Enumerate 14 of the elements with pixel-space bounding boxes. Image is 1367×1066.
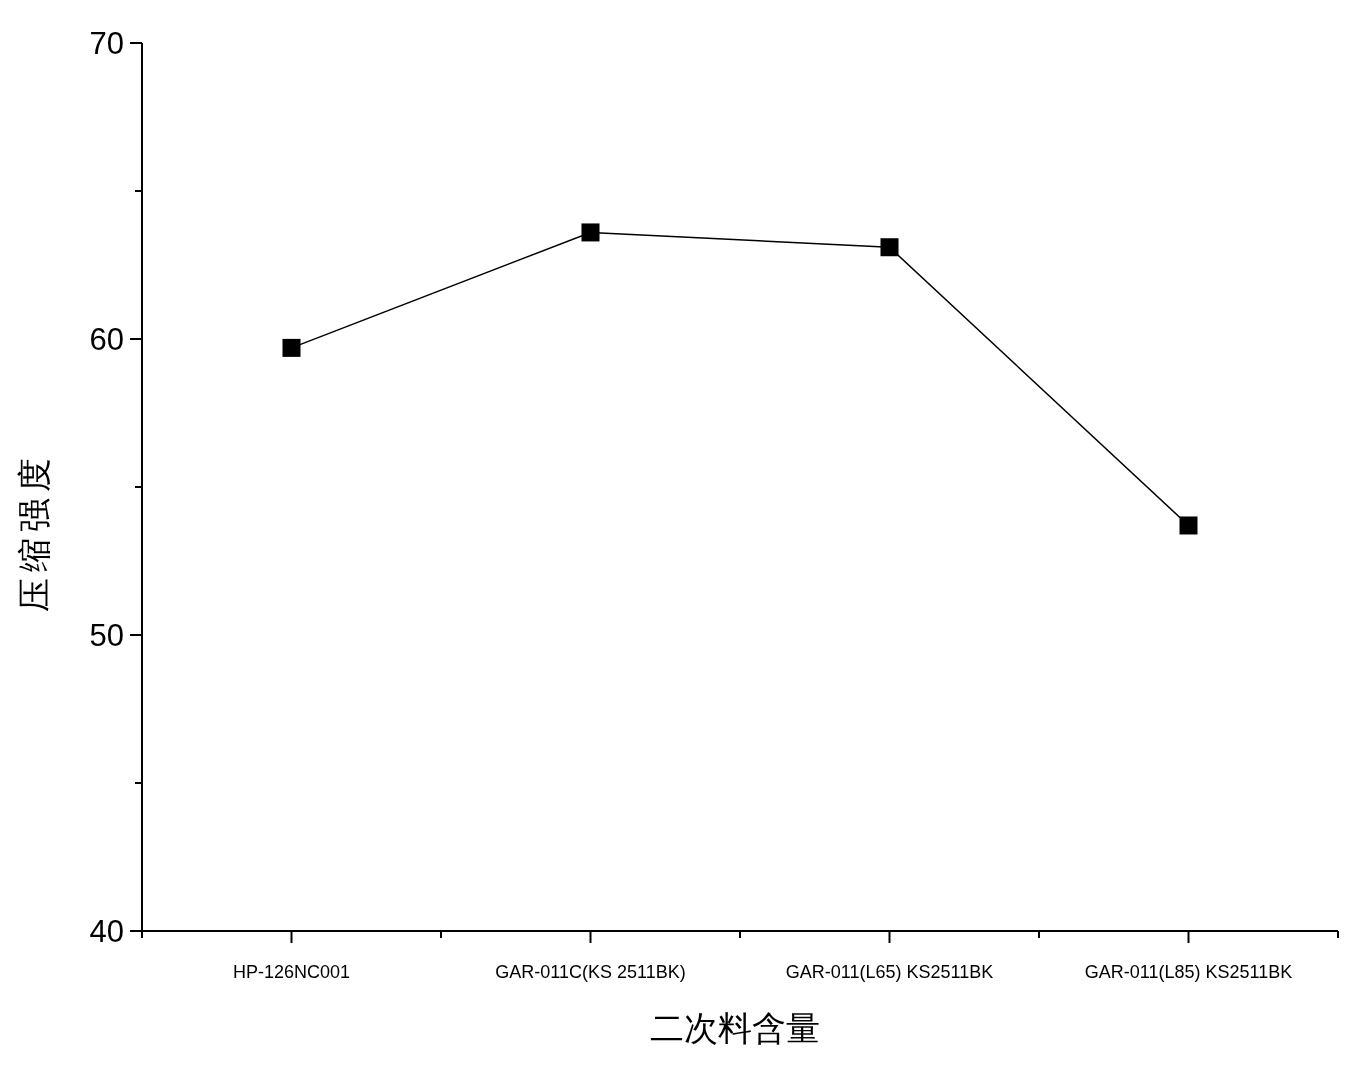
y-axis-title: 压缩强度	[16, 452, 53, 612]
point	[581, 223, 600, 242]
y-tick-label: 70	[89, 26, 124, 61]
x-tick-label: HP-126NC001	[232, 962, 351, 982]
x-tick-label: GAR-011C(KS 2511BK)	[495, 962, 686, 982]
point	[880, 238, 899, 257]
y-tick-label: 40	[89, 914, 124, 949]
y-tick-label: 60	[89, 322, 124, 357]
x-axis-title: 二次料含量	[650, 1010, 820, 1047]
point	[282, 338, 301, 357]
x-tick-label: GAR-011(L85) KS2511BK	[1084, 962, 1293, 982]
x-tick-label: GAR-011(L65) KS2511BK	[785, 962, 994, 982]
point	[1179, 516, 1198, 535]
y-tick-label: 50	[89, 618, 124, 653]
